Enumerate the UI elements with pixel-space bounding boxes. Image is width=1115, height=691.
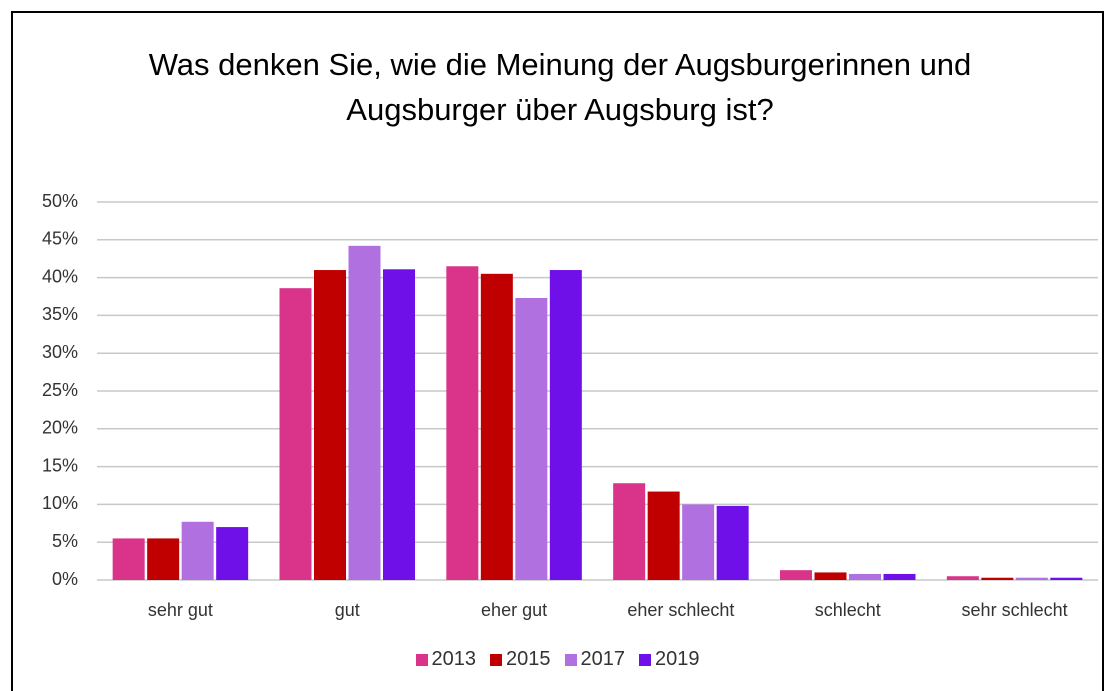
legend: 2013 2015 2017 2019 bbox=[0, 648, 1115, 671]
bar bbox=[279, 288, 312, 580]
bar bbox=[549, 270, 582, 580]
legend-label: 2015 bbox=[506, 648, 551, 670]
y-tick-label: 40% bbox=[42, 266, 78, 286]
bar bbox=[446, 266, 479, 580]
legend-swatch bbox=[415, 653, 428, 666]
legend-item: 2017 bbox=[564, 648, 626, 671]
bar bbox=[981, 577, 1014, 580]
bar bbox=[181, 521, 214, 580]
y-tick-label: 25% bbox=[42, 380, 78, 400]
bar bbox=[613, 483, 646, 580]
bar bbox=[1015, 577, 1048, 580]
x-tick-label: gut bbox=[335, 600, 360, 620]
y-tick-label: 30% bbox=[42, 342, 78, 362]
legend-swatch bbox=[490, 653, 502, 666]
bar bbox=[1050, 577, 1083, 580]
bar bbox=[883, 573, 916, 580]
legend-label: 2013 bbox=[431, 648, 477, 670]
y-tick-label: 0% bbox=[52, 569, 78, 589]
bar bbox=[647, 491, 680, 580]
bar bbox=[682, 504, 715, 580]
x-tick-label: sehr gut bbox=[148, 600, 213, 620]
y-tick-label: 45% bbox=[42, 229, 78, 249]
bar bbox=[348, 245, 381, 580]
bar bbox=[849, 573, 881, 580]
bar bbox=[780, 570, 812, 580]
y-tick-label: 10% bbox=[42, 493, 78, 513]
legend-item: 2019 bbox=[639, 648, 700, 671]
bar bbox=[480, 273, 513, 580]
bar bbox=[716, 505, 749, 580]
bar bbox=[147, 538, 180, 580]
legend-swatch bbox=[564, 653, 577, 666]
x-tick-label: eher schlecht bbox=[627, 600, 734, 620]
bar bbox=[814, 572, 847, 580]
legend-swatch bbox=[639, 653, 651, 666]
y-tick-label: 15% bbox=[42, 455, 78, 475]
legend-label: 2017 bbox=[580, 648, 626, 670]
frame bbox=[11, 11, 1104, 691]
bar bbox=[314, 270, 346, 580]
y-tick-label: 20% bbox=[42, 418, 78, 438]
chart-title: Was denken Sie, wie die Meinung der Augs… bbox=[148, 47, 972, 127]
bar bbox=[216, 527, 249, 580]
bar bbox=[946, 576, 979, 580]
x-tick-label: sehr schlecht bbox=[962, 600, 1068, 620]
legend-item: 2015 bbox=[490, 648, 551, 671]
x-tick-label: schlecht bbox=[815, 600, 881, 620]
bar bbox=[383, 269, 415, 580]
legend-item: 2013 bbox=[415, 648, 477, 671]
x-tick-label: eher gut bbox=[481, 600, 547, 620]
bar bbox=[112, 538, 145, 580]
y-tick-label: 35% bbox=[42, 304, 78, 324]
y-tick-label: 5% bbox=[52, 531, 78, 551]
y-tick-label: 50% bbox=[42, 191, 78, 211]
legend-label: 2019 bbox=[655, 648, 700, 670]
bar bbox=[515, 298, 548, 580]
